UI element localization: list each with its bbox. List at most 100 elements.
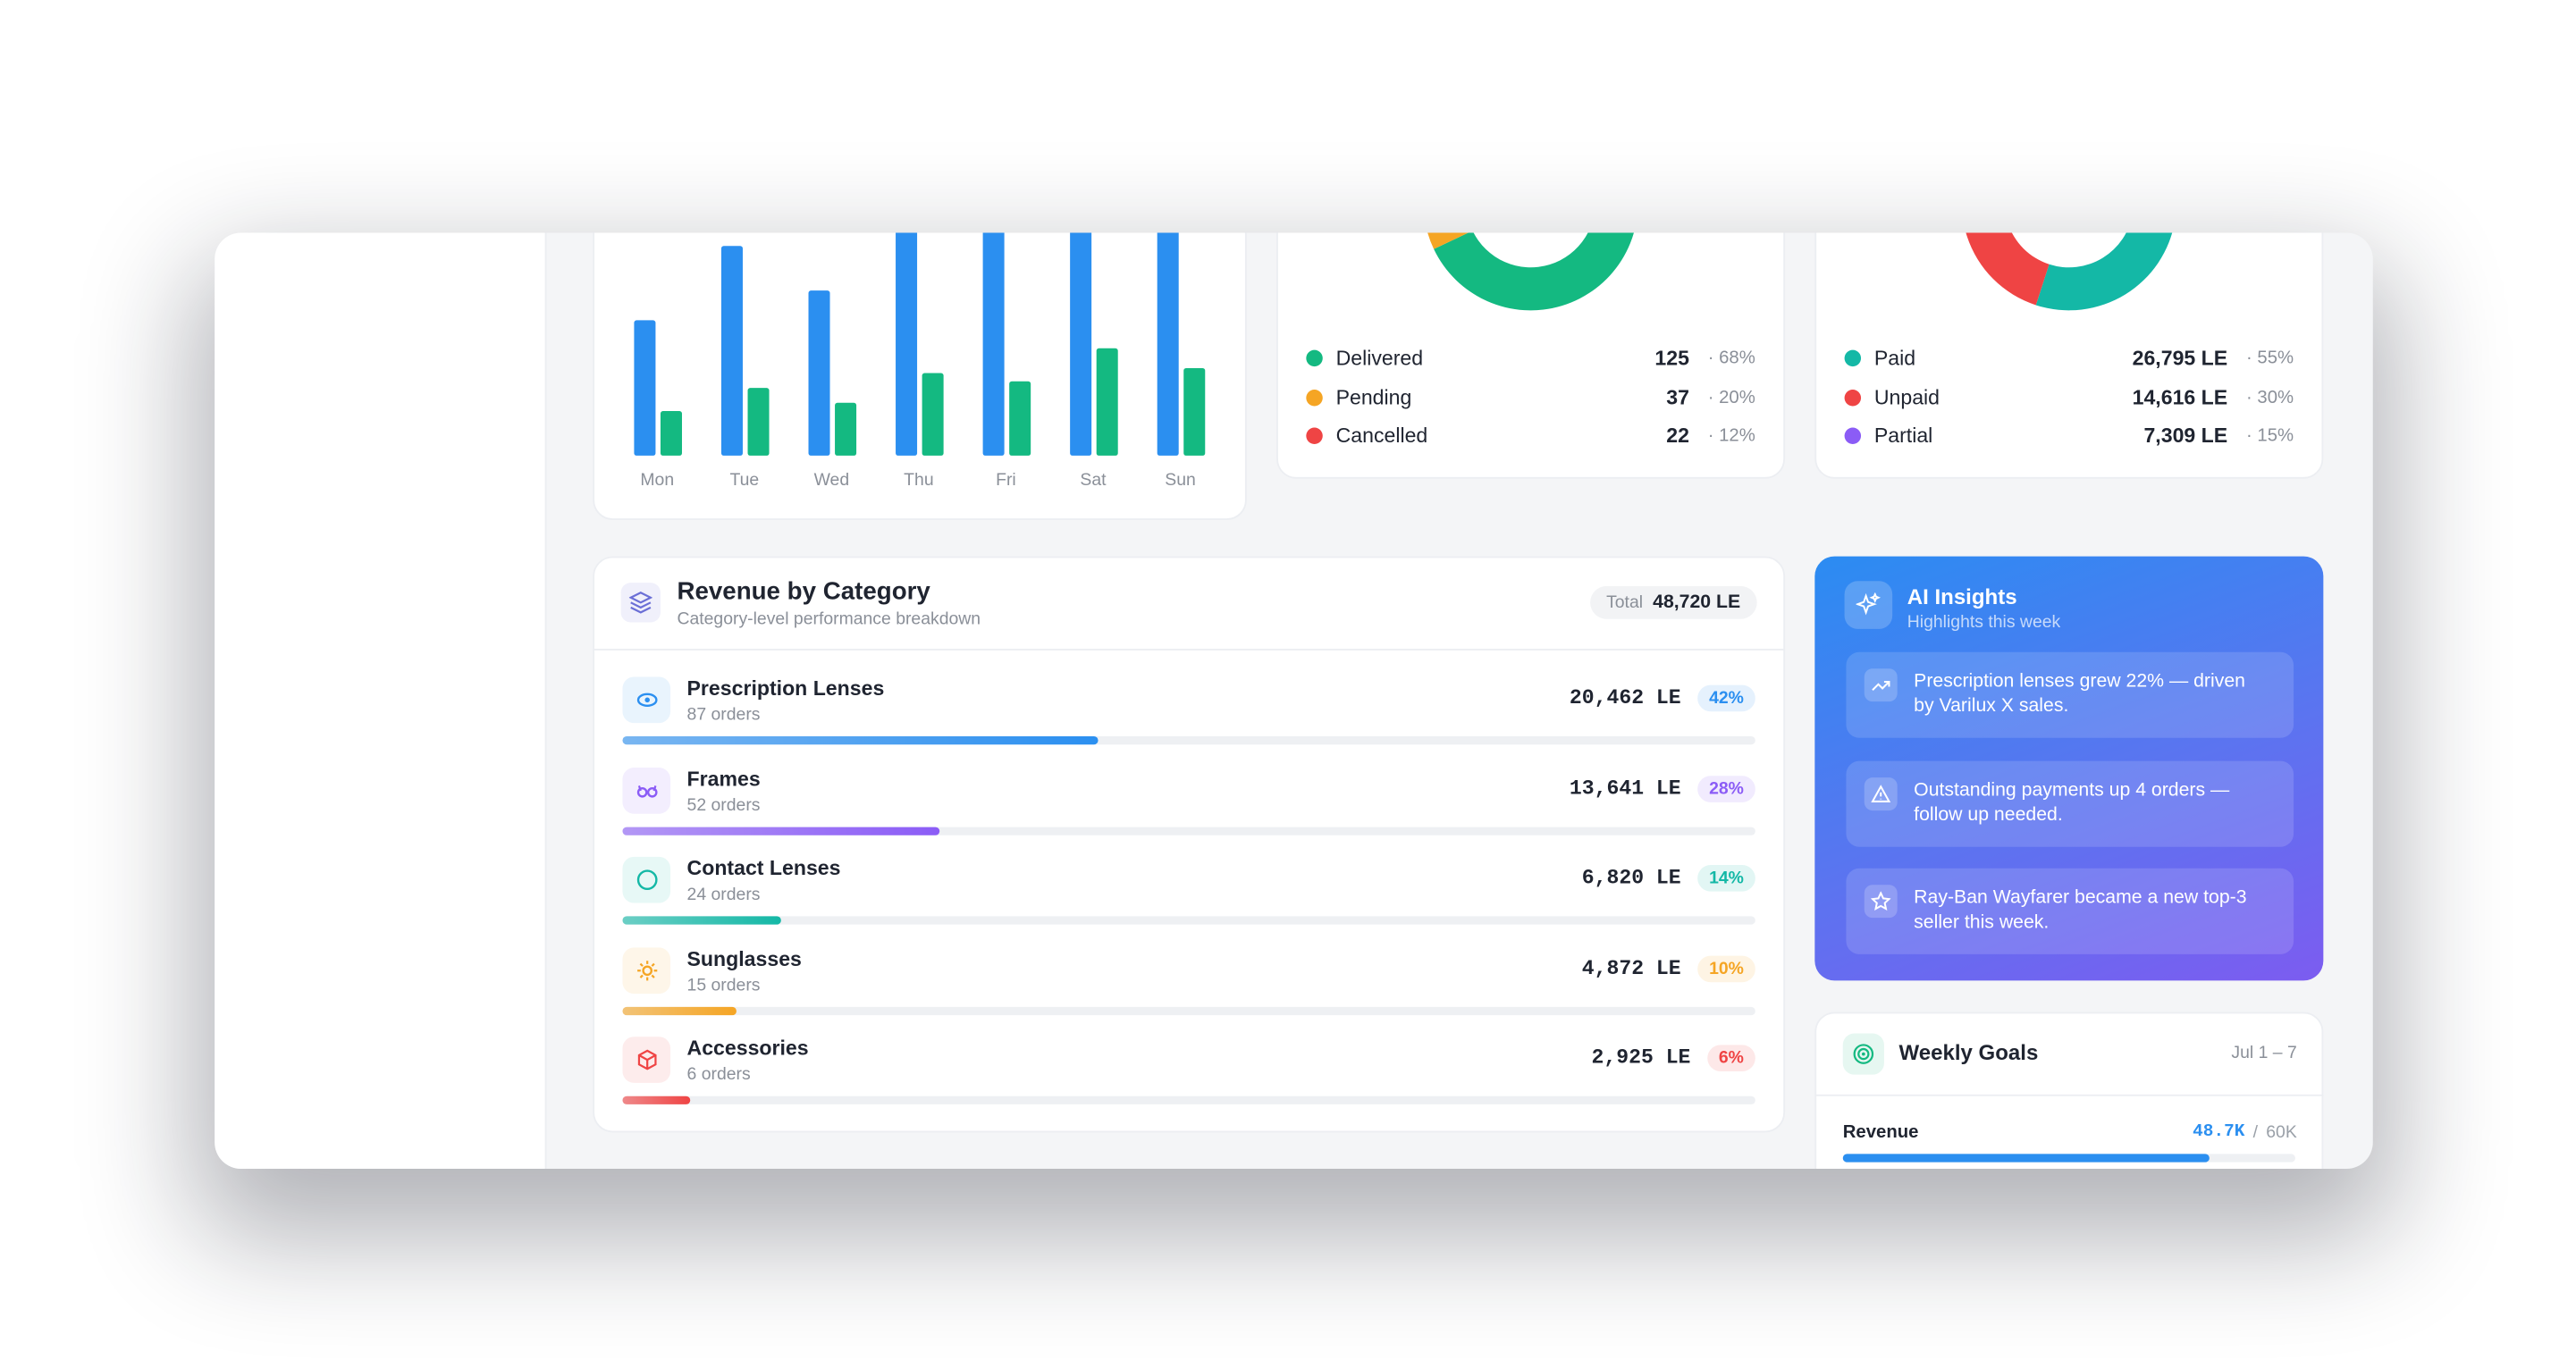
goal-value: 48.7K bbox=[2193, 1122, 2245, 1143]
legend-share: · 20% bbox=[1707, 387, 1755, 407]
category-orders: 15 orders bbox=[686, 974, 761, 995]
goals-title: Weekly Goals bbox=[1898, 1039, 2039, 1065]
legend-share: · 30% bbox=[2245, 387, 2294, 407]
ai-icon bbox=[1844, 581, 1893, 629]
legend-label: Pending bbox=[1335, 385, 1412, 409]
ai-title: AI Insights bbox=[1907, 583, 2017, 609]
insight-icon bbox=[1864, 777, 1898, 810]
x-tick-label: Thu bbox=[904, 470, 934, 491]
weekly-orders-card bbox=[593, 232, 1247, 520]
category-icon bbox=[622, 767, 671, 813]
total-label: Total bbox=[1606, 592, 1644, 613]
category-name: Frames bbox=[686, 767, 761, 790]
legend-share: · 68% bbox=[1707, 348, 1755, 368]
category-amount: 4,872 LE bbox=[1581, 956, 1681, 980]
goals-date: Jul 1 – 7 bbox=[2231, 1043, 2297, 1063]
legend-value: 37 bbox=[1666, 385, 1689, 409]
goal-values: 48.7K60K bbox=[2193, 1122, 2297, 1142]
divider bbox=[593, 649, 1786, 651]
x-tick-label: Mon bbox=[640, 470, 675, 491]
legend-value: 14,616 LE bbox=[2132, 385, 2228, 409]
icon bbox=[1872, 680, 1890, 691]
bar bbox=[660, 411, 682, 456]
bar bbox=[1157, 232, 1179, 456]
goal-target: 60K bbox=[2244, 1122, 2297, 1142]
divider bbox=[1814, 1094, 2324, 1096]
bar bbox=[720, 246, 743, 456]
legend-share: · 55% bbox=[2245, 348, 2294, 368]
category-amount: 20,462 LE bbox=[1569, 686, 1681, 710]
legend-label: Partial bbox=[1873, 424, 1933, 448]
legend-label: Paid bbox=[1873, 346, 1916, 370]
insight-icon bbox=[1864, 668, 1898, 702]
icon bbox=[636, 869, 657, 891]
ai-insights-card bbox=[1814, 556, 2324, 981]
legend-dot bbox=[1844, 349, 1862, 367]
bar bbox=[982, 232, 1005, 456]
progress-track bbox=[622, 1096, 1755, 1104]
icon bbox=[628, 591, 653, 614]
chart-layer bbox=[634, 232, 2173, 456]
progress-track bbox=[622, 1006, 1755, 1015]
amount-group: 2,925 LE 6% bbox=[1592, 1045, 1755, 1071]
card-title: Revenue by Category bbox=[677, 577, 930, 607]
bar bbox=[922, 373, 944, 456]
icon bbox=[636, 960, 657, 980]
category-name: Contact Lenses bbox=[686, 856, 841, 880]
amount-group: 6,820 LE 14% bbox=[1582, 865, 1755, 892]
category-amount: 2,925 LE bbox=[1591, 1046, 1691, 1070]
progress-track bbox=[622, 735, 1755, 745]
legend-share: · 12% bbox=[1707, 425, 1755, 446]
icon bbox=[1871, 784, 1891, 802]
goal-label: Revenue bbox=[1842, 1122, 1919, 1143]
header-icon bbox=[620, 583, 661, 623]
legend-dot bbox=[1844, 427, 1862, 444]
insight-item bbox=[1846, 868, 2294, 954]
category-percent: 6% bbox=[1706, 1045, 1755, 1071]
bar bbox=[1183, 367, 1206, 456]
donut-segment bbox=[2035, 232, 2173, 311]
bar bbox=[835, 402, 857, 456]
category-amount: 6,820 LE bbox=[1581, 866, 1681, 890]
legend-label: Unpaid bbox=[1873, 385, 1940, 409]
insight-text: Outstanding payments up 4 orders — follo… bbox=[1914, 779, 2230, 825]
legend-value: 7,309 LE bbox=[2143, 424, 2228, 448]
x-tick-label: Fri bbox=[996, 470, 1016, 491]
category-name: Prescription Lenses bbox=[686, 676, 885, 701]
legend-value: 125 bbox=[1654, 346, 1689, 370]
sidebar bbox=[215, 232, 547, 1169]
icon bbox=[636, 785, 657, 797]
x-tick-label: Wed bbox=[813, 470, 850, 491]
app-window: Mon Tue Wed Thu Fri Sat Sun Delivered 125 · 68% Pe… bbox=[215, 232, 2373, 1169]
category-icon bbox=[622, 856, 671, 903]
insight-text: Prescription lenses grew 22% — driven by… bbox=[1914, 671, 2245, 717]
legend-share: · 15% bbox=[2245, 425, 2294, 446]
category-percent: 10% bbox=[1697, 954, 1755, 982]
revenue-card bbox=[593, 556, 1786, 1133]
category-orders: 6 orders bbox=[686, 1064, 751, 1085]
bar bbox=[1070, 232, 1092, 456]
insight-icon bbox=[1864, 885, 1898, 919]
progress-bar bbox=[622, 1096, 691, 1104]
category-orders: 87 orders bbox=[686, 704, 761, 726]
legend-dot bbox=[1306, 349, 1323, 367]
legend-value: 26,795 LE bbox=[2132, 346, 2228, 370]
category-name: Accessories bbox=[686, 1037, 809, 1061]
icon bbox=[636, 1049, 656, 1070]
amount-group: 4,872 LE 10% bbox=[1581, 954, 1755, 982]
weekly-goals-card bbox=[1814, 1012, 2324, 1169]
icon bbox=[1870, 891, 1891, 911]
category-percent: 42% bbox=[1697, 684, 1755, 712]
progress-bar bbox=[622, 1006, 737, 1015]
insight-item bbox=[1846, 760, 2294, 846]
category-orders: 52 orders bbox=[686, 794, 761, 815]
donut-segment bbox=[1434, 232, 1634, 311]
progress-bar bbox=[622, 826, 940, 835]
bar bbox=[1009, 381, 1031, 456]
bar bbox=[808, 290, 830, 456]
icon bbox=[1855, 592, 1881, 616]
amount-group: 20,462 LE 42% bbox=[1569, 684, 1755, 712]
category-orders: 24 orders bbox=[686, 885, 761, 905]
icon bbox=[1853, 1044, 1874, 1064]
